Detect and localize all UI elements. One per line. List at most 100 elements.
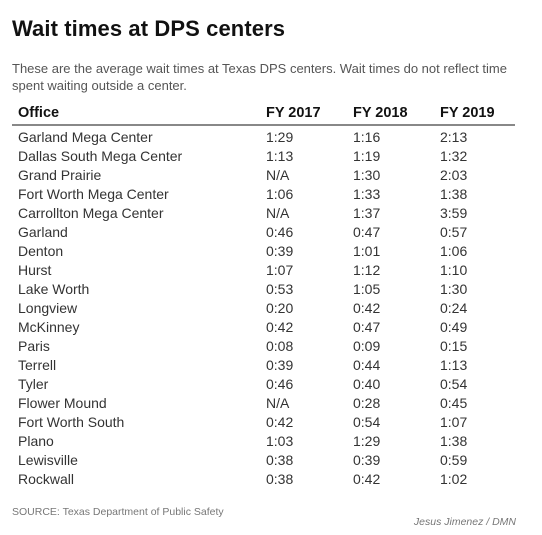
fy2018-cell: 0:47	[353, 319, 381, 335]
table-row: Lake Worth 0:53 1:05 1:30	[12, 280, 515, 299]
fy2018-cell: 0:42	[353, 471, 381, 487]
header-fy2017: FY 2017	[260, 101, 347, 126]
table-row: Hurst 1:07 1:12 1:10	[12, 261, 515, 280]
fy2017-cell: 0:38	[266, 471, 294, 487]
fy2017-cell: 0:46	[266, 224, 294, 240]
table-row: Paris 0:08 0:09 0:15	[12, 337, 515, 356]
fy2019-cell: 1:38	[440, 433, 468, 449]
office-cell: Paris	[18, 338, 50, 354]
office-cell: Terrell	[18, 357, 57, 373]
table-row: Garland Mega Center 1:29 1:16 2:13	[12, 125, 515, 147]
fy2018-cell: 0:44	[353, 357, 381, 373]
fy2018-cell: 1:19	[353, 148, 381, 164]
fy2019-cell: 0:54	[440, 376, 468, 392]
credit-note: Jesus Jimenez / DMN	[413, 516, 516, 528]
fy2017-cell: 0:20	[266, 300, 294, 316]
fy2017-cell: 0:42	[266, 319, 294, 335]
table-row: Lewisville 0:38 0:39 0:59	[12, 451, 515, 470]
fy2019-cell: 1:02	[440, 471, 468, 487]
fy2017-cell: 0:53	[266, 281, 294, 297]
office-cell: Flower Mound	[18, 395, 107, 411]
fy2018-cell: 0:54	[353, 414, 381, 430]
table-row: Grand Prairie N/A 1:30 2:03	[12, 166, 515, 185]
office-cell: Dallas South Mega Center	[18, 148, 183, 164]
fy2018-cell: 0:47	[353, 224, 381, 240]
table-row: Carrollton Mega Center N/A 1:37 3:59	[12, 204, 515, 223]
fy2019-cell: 3:59	[440, 205, 468, 221]
office-cell: Carrollton Mega Center	[18, 205, 164, 221]
table-row: Garland 0:46 0:47 0:57	[12, 223, 515, 242]
fy2019-cell: 0:49	[440, 319, 468, 335]
fy2019-cell: 0:15	[440, 338, 468, 354]
fy2019-cell: 0:57	[440, 224, 468, 240]
office-cell: Lake Worth	[18, 281, 90, 297]
fy2019-cell: 1:38	[440, 186, 468, 202]
fy2017-cell: 1:29	[266, 129, 294, 145]
table-row: Dallas South Mega Center 1:13 1:19 1:32	[12, 147, 515, 166]
fy2017-cell: 1:07	[266, 262, 294, 278]
fy2019-cell: 0:59	[440, 452, 468, 468]
table-row: Rockwall 0:38 0:42 1:02	[12, 470, 515, 489]
table-row: Denton 0:39 1:01 1:06	[12, 242, 515, 261]
table-row: Flower Mound N/A 0:28 0:45	[12, 394, 515, 413]
office-cell: Tyler	[18, 376, 49, 392]
fy2017-cell: 1:03	[266, 433, 294, 449]
fy2017-cell: 0:39	[266, 357, 294, 373]
fy2018-cell: 1:16	[353, 129, 381, 145]
header-fy2019: FY 2019	[434, 101, 515, 126]
office-cell: Grand Prairie	[18, 167, 102, 183]
fy2018-cell: 1:01	[353, 243, 381, 259]
fy2019-cell: 1:30	[440, 281, 468, 297]
fy2018-cell: 0:39	[353, 452, 381, 468]
office-cell: Hurst	[18, 262, 52, 278]
fy2018-cell: 0:28	[353, 395, 381, 411]
office-cell: Denton	[18, 243, 64, 259]
office-cell: Longview	[18, 300, 78, 316]
office-cell: Plano	[18, 433, 54, 449]
header-office: Office	[12, 101, 260, 126]
table-row: Fort Worth Mega Center 1:06 1:33 1:38	[12, 185, 515, 204]
fy2018-cell: 0:09	[353, 338, 381, 354]
table-row: Fort Worth South 0:42 0:54 1:07	[12, 413, 515, 432]
fy2019-cell: 1:13	[440, 357, 468, 373]
fy2018-cell: 1:05	[353, 281, 381, 297]
office-cell: Lewisville	[18, 452, 78, 468]
office-cell: Garland Mega Center	[18, 129, 153, 145]
chart-subtitle: These are the average wait times at Texa…	[12, 61, 507, 93]
fy2018-cell: 0:40	[353, 376, 381, 392]
wait-times-table: Office FY 2017 FY 2018 FY 2019 Garland M…	[12, 101, 515, 489]
office-cell: Rockwall	[18, 471, 75, 487]
fy2018-cell: 1:29	[353, 433, 381, 449]
table-row: Longview 0:20 0:42 0:24	[12, 299, 515, 318]
table-body: Garland Mega Center 1:29 1:16 2:13 Dallas So…	[12, 125, 515, 489]
fy2017-cell: 0:08	[266, 338, 294, 354]
fy2018-cell: 1:33	[353, 186, 381, 202]
fy2019-cell: 1:32	[440, 148, 468, 164]
header-fy2018: FY 2018	[347, 101, 434, 126]
table-row: Terrell 0:39 0:44 1:13	[12, 356, 515, 375]
fy2017-cell: N/A	[266, 167, 290, 183]
fy2017-cell: 0:42	[266, 414, 294, 430]
fy2017-cell: 1:13	[266, 148, 294, 164]
fy2019-cell: 2:03	[440, 167, 468, 183]
fy2017-cell: 0:39	[266, 243, 294, 259]
fy2017-cell: 1:06	[266, 186, 294, 202]
chart-title: Wait times at DPS centers	[12, 16, 286, 41]
fy2019-cell: 1:06	[440, 243, 468, 259]
office-cell: McKinney	[18, 319, 80, 335]
fy2019-cell: 1:10	[440, 262, 468, 278]
fy2017-cell: N/A	[266, 395, 290, 411]
office-cell: Fort Worth South	[18, 414, 125, 430]
source-note: SOURCE: Texas Department of Public Safet…	[12, 506, 224, 518]
fy2019-cell: 0:24	[440, 300, 468, 316]
fy2017-cell: 0:46	[266, 376, 294, 392]
office-cell: Fort Worth Mega Center	[18, 186, 169, 202]
fy2018-cell: 0:42	[353, 300, 381, 316]
fy2018-cell: 1:37	[353, 205, 381, 221]
table-row: McKinney 0:42 0:47 0:49	[12, 318, 515, 337]
fy2019-cell: 0:45	[440, 395, 468, 411]
fy2017-cell: N/A	[266, 205, 290, 221]
fy2017-cell: 0:38	[266, 452, 294, 468]
table-header-row: Office FY 2017 FY 2018 FY 2019	[12, 101, 515, 126]
fy2018-cell: 1:30	[353, 167, 381, 183]
